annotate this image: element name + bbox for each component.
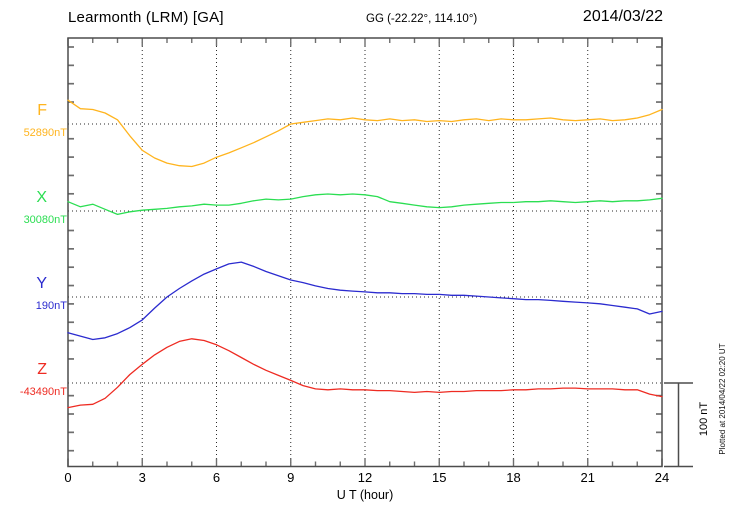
scale-bar-label: 100 nT — [698, 401, 710, 437]
trace-Z — [67, 338, 663, 409]
x-tick-label-6: 6 — [212, 470, 221, 485]
series-baseline-value-Y: 190nT — [35, 300, 67, 312]
plot-frame — [67, 37, 663, 468]
x-tick-label-3: 3 — [138, 470, 146, 485]
trace-X — [67, 193, 663, 216]
x-tick-label-12: 12 — [357, 470, 373, 485]
series-baseline-value-X: 30080nT — [23, 214, 67, 226]
trace-Y — [67, 261, 663, 341]
x-axis-label: U T (hour) — [336, 488, 394, 502]
x-tick-label-24: 24 — [654, 470, 670, 485]
series-baseline-value-Z: -43490nT — [19, 386, 67, 398]
trace-F — [67, 99, 663, 168]
series-letter-Z: Z — [37, 361, 47, 378]
series-baseline-value-F: 52890nT — [23, 127, 67, 139]
station-title: Learmonth (LRM) [GA] — [68, 9, 224, 26]
x-tick-label-9: 9 — [287, 470, 295, 485]
x-tick-label-15: 15 — [432, 470, 447, 485]
coordinates-label: GG (-22.22°, 114.10°) — [366, 13, 478, 25]
x-tick-label-18: 18 — [506, 470, 521, 485]
x-tick-label-0: 0 — [64, 470, 72, 485]
series-letter-X: X — [36, 189, 47, 206]
date-label: 2014/03/22 — [582, 8, 663, 25]
series-letter-F: F — [37, 102, 47, 119]
series-letter-Y: Y — [36, 275, 47, 292]
x-tick-label-21: 21 — [580, 470, 595, 485]
plotted-at-note: Plotted at 2014/04/22 02:20 UT — [718, 343, 727, 455]
